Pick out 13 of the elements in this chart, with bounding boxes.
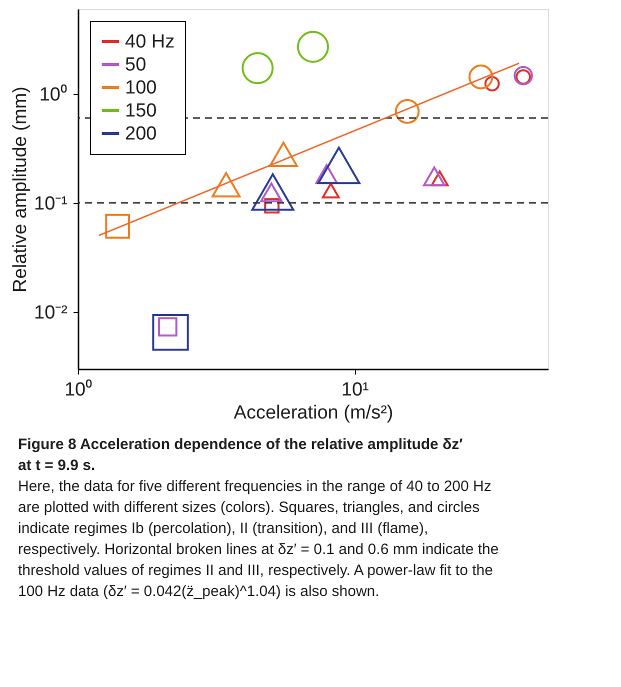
y-tick-label: 10⁰ [39,83,68,106]
legend-label: 50 [125,54,146,76]
text: Here, the data for five different frequencies in the range of 40 to 200 Hz are plotted with different sizes (colors). Squares, triangles, and circles indicate regimes Ib (percolation), II (transition), and III (flame), respectively. Horizontal broken lines at δz′ = 0.1 and 0.6 mm indicate the threshold values of regimes II and III, respectively. A power-law fit to the 100 Hz data (δz′ = 0.042(z̈_peak)^1.04) is also shown. [18,478,499,600]
text: Figure 8 Acceleration dependence of the relative amplitude δz′ at t = 9.9 s. [18,436,464,474]
legend-label: 100 [125,78,157,98]
y-tick-label: 10⁻¹ [34,193,68,214]
y-tick-label: 10⁻² [34,302,68,324]
legend-label: 40 Hz [125,32,175,52]
legend-label: 150 [125,100,157,122]
x-tick-label: 10¹ [341,380,369,400]
legend-label: 200 [125,124,157,144]
y-axis-title: Relative amplitude (mm) [10,86,32,292]
x-axis-title: Acceleration (m/s²) [234,402,394,424]
